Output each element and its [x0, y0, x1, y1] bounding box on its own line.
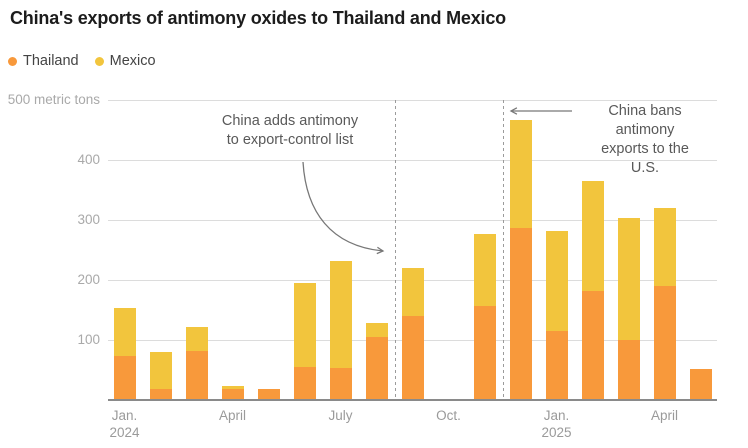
- bar-mexico-6: [329, 261, 352, 369]
- bar-thailand-16: [689, 369, 712, 400]
- annotation-export-control-line1: China adds antimony: [221, 113, 359, 129]
- bar-thailand-11: [509, 228, 532, 400]
- x-axis-baseline: [108, 399, 717, 401]
- bar-thailand-12: [545, 331, 568, 400]
- legend: Thailand Mexico: [8, 53, 156, 69]
- x-axis-label-April: April: [650, 408, 679, 423]
- mexico-legend-dot-icon: [94, 56, 104, 66]
- x-axis-label-Jan2024: Jan. 2024: [109, 408, 140, 440]
- bar-thailand-14: [617, 340, 640, 400]
- bar-thailand-13: [581, 290, 604, 400]
- bar-thailand-5: [293, 367, 316, 400]
- bar-mexico-13: [581, 181, 604, 291]
- gridline-400: [108, 160, 717, 161]
- legend-label-mexico: Mexico: [109, 53, 156, 69]
- x-axis-label-Jan2025: Jan. 2025: [541, 408, 572, 440]
- annotation-us-ban: China bans antimony exports to the U.S.: [594, 102, 697, 178]
- bar-thailand-0: [113, 356, 136, 400]
- bar-mexico-3: [221, 386, 244, 390]
- annotation-us-ban-line1: China bans antimony: [608, 103, 682, 138]
- y-axis-label-500: 500 metric tons: [7, 92, 100, 107]
- legend-item-thailand: Thailand: [8, 53, 79, 69]
- bar-thailand-3: [221, 389, 244, 400]
- bar-thailand-2: [185, 350, 208, 400]
- gridline-500: [108, 100, 717, 101]
- bar-mexico-14: [617, 218, 640, 340]
- chart-title: China's exports of antimony oxides to Th…: [10, 8, 506, 28]
- bar-thailand-1: [149, 388, 172, 400]
- bar-mexico-7: [365, 322, 388, 337]
- bar-mexico-15: [653, 208, 676, 286]
- bar-thailand-7: [365, 337, 388, 400]
- bar-mexico-1: [149, 352, 172, 389]
- bar-thailand-10: [473, 305, 496, 400]
- bar-mexico-10: [473, 234, 496, 306]
- bar-mexico-0: [113, 307, 136, 357]
- y-axis-label-200: 200: [77, 272, 100, 287]
- annotation-export-control: China adds antimony to export-control li…: [222, 112, 358, 150]
- x-axis-label-April: April: [218, 408, 247, 423]
- y-axis-label-400: 400: [77, 152, 100, 167]
- bar-thailand-6: [329, 368, 352, 400]
- annotation-export-control-line2: to export-control list: [226, 132, 354, 148]
- bar-mexico-12: [545, 231, 568, 331]
- annotation-us-ban-line2: exports to the U.S.: [601, 141, 689, 176]
- bar-mexico-2: [185, 326, 208, 351]
- bar-thailand-15: [653, 286, 676, 400]
- legend-label-thailand: Thailand: [23, 53, 79, 69]
- bar-mexico-5: [293, 283, 316, 367]
- bar-mexico-8: [401, 268, 424, 316]
- event-dashed-line-2: [502, 100, 504, 400]
- y-axis-label-100: 100: [77, 332, 100, 347]
- x-axis-label-July: July: [328, 408, 353, 423]
- y-axis-label-300: 300: [77, 212, 100, 227]
- bar-mexico-11: [509, 119, 532, 229]
- bar-thailand-4: [257, 389, 280, 400]
- bar-thailand-8: [401, 316, 424, 400]
- gridline-300: [108, 220, 717, 221]
- legend-item-mexico: Mexico: [94, 53, 156, 69]
- thailand-legend-dot-icon: [8, 56, 17, 66]
- event-dashed-line-1: [394, 100, 396, 400]
- x-axis-label-Oct: Oct.: [436, 408, 461, 423]
